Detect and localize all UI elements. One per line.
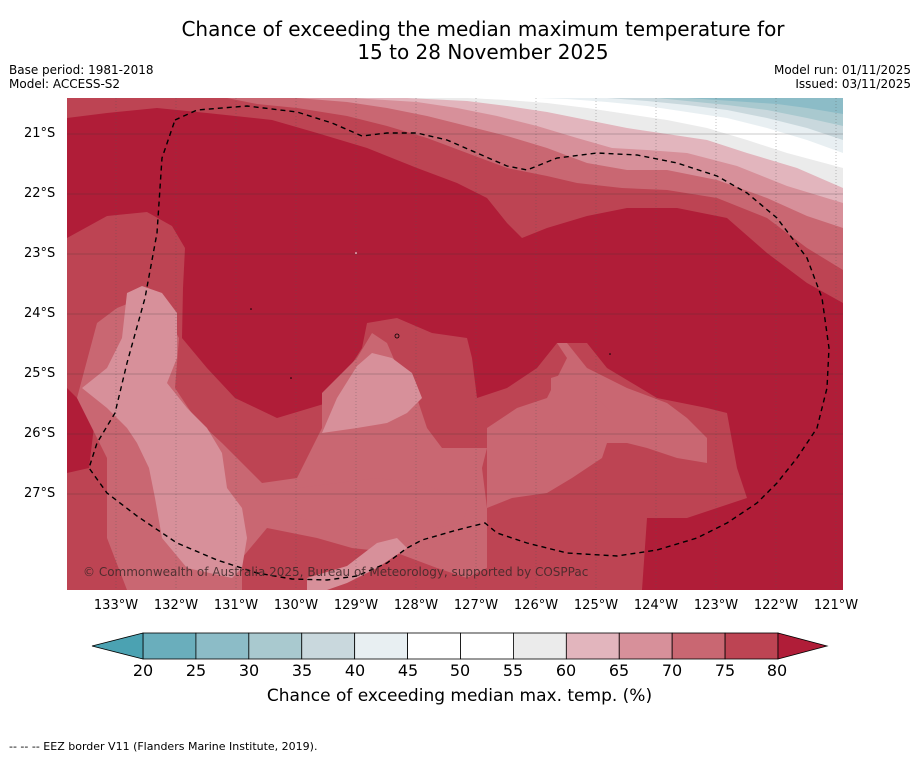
copyright-notice: © Commonwealth of Australia 2025, Bureau…	[83, 565, 589, 579]
island-marker	[355, 252, 357, 254]
colorbar-label: 75	[714, 661, 736, 680]
lon-label-133: 133°W	[93, 598, 139, 613]
title-line-1: Chance of exceeding the median maximum t…	[181, 17, 785, 41]
title-line-2: 15 to 28 November 2025	[357, 40, 609, 64]
colorbar-segment	[407, 632, 461, 660]
gridlines	[115, 98, 837, 590]
region-65-70-south	[307, 538, 407, 590]
lat-label-24: 24°S	[24, 306, 56, 321]
model-name: Model: ACCESS-S2	[9, 77, 121, 91]
map-area	[67, 98, 843, 590]
lat-label-26: 26°S	[24, 426, 56, 441]
island-marker	[290, 377, 292, 379]
base-period: Base period: 1981-2018	[9, 63, 154, 77]
lon-label-128: 128°W	[393, 598, 439, 613]
region-25-30-north	[687, 98, 843, 114]
colorbar-label: 45	[397, 661, 419, 680]
colorbar-segment	[724, 632, 779, 660]
colorbar-label: 30	[238, 661, 260, 680]
colorbar-segment	[142, 632, 197, 660]
island-marker	[250, 308, 252, 310]
lon-label-123: 123°W	[693, 598, 739, 613]
map-canvas	[67, 98, 843, 590]
colorbar-segment	[460, 632, 514, 660]
island-marker	[394, 333, 400, 339]
lon-label-126: 126°W	[513, 598, 559, 613]
issued-date: Issued: 03/11/2025	[795, 77, 911, 91]
colorbar-segment	[513, 632, 567, 660]
lon-label-127: 127°W	[453, 598, 499, 613]
lon-label-131: 131°W	[213, 598, 259, 613]
colorbar-label: 20	[132, 661, 154, 680]
colorbar-label: 40	[344, 661, 366, 680]
eez-border	[88, 105, 830, 581]
region-65-70-west	[82, 286, 247, 578]
colorbar-label: 50	[449, 661, 471, 680]
model-run: Model run: 01/11/2025	[773, 63, 911, 77]
island-marker	[609, 353, 611, 355]
lat-label-27: 27°S	[24, 486, 56, 501]
meta-left: Base period: 1981-2018 Model: ACCESS-S2	[9, 63, 154, 91]
colorbar-segment	[354, 632, 408, 660]
lat-gridlines	[67, 133, 843, 495]
colorbar-label: 70	[661, 661, 683, 680]
lat-label-23: 23°S	[24, 246, 56, 261]
region-70-75-wedge	[297, 478, 467, 528]
colorbar-label: 80	[766, 661, 788, 680]
lat-label-25: 25°S	[24, 366, 56, 381]
region-65-70-centre	[322, 353, 422, 433]
colorbar-under-arrow	[91, 632, 144, 660]
map-title: Chance of exceeding the median maximum t…	[0, 18, 919, 64]
colorbar-segment	[248, 632, 303, 660]
lon-label-124: 124°W	[633, 598, 679, 613]
meta-right: Model run: 01/11/2025 Issued: 03/11/2025	[774, 63, 911, 91]
lat-label-22: 22°S	[24, 186, 56, 201]
colorbar-label: 60	[555, 661, 577, 680]
lon-label-132: 132°W	[153, 598, 199, 613]
lon-label-125: 125°W	[573, 598, 619, 613]
colorbar-segment	[195, 632, 250, 660]
colorbar-over-arrow	[777, 632, 829, 660]
region-70-75-bump	[551, 373, 622, 443]
colorbar-segment	[565, 632, 620, 660]
eez-legend-note: -- -- -- EEZ border V11 (Flanders Marine…	[9, 740, 318, 753]
lon-label-129: 129°W	[333, 598, 379, 613]
colorbar-segment	[301, 632, 356, 660]
colorbar	[91, 632, 829, 660]
colorbar-segment	[618, 632, 673, 660]
lon-label-122: 122°W	[753, 598, 799, 613]
colorbar-title: Chance of exceeding median max. temp. (%…	[266, 686, 653, 706]
colorbar-label: 55	[502, 661, 524, 680]
colorbar-label: 65	[608, 661, 630, 680]
colorbar-segment	[671, 632, 726, 660]
lat-label-21: 21°S	[24, 126, 56, 141]
colorbar-label: 35	[291, 661, 313, 680]
lon-label-130: 130°W	[273, 598, 319, 613]
lon-label-121: 121°W	[813, 598, 859, 613]
colorbar-segments	[142, 632, 779, 660]
colorbar-label: 25	[185, 661, 207, 680]
